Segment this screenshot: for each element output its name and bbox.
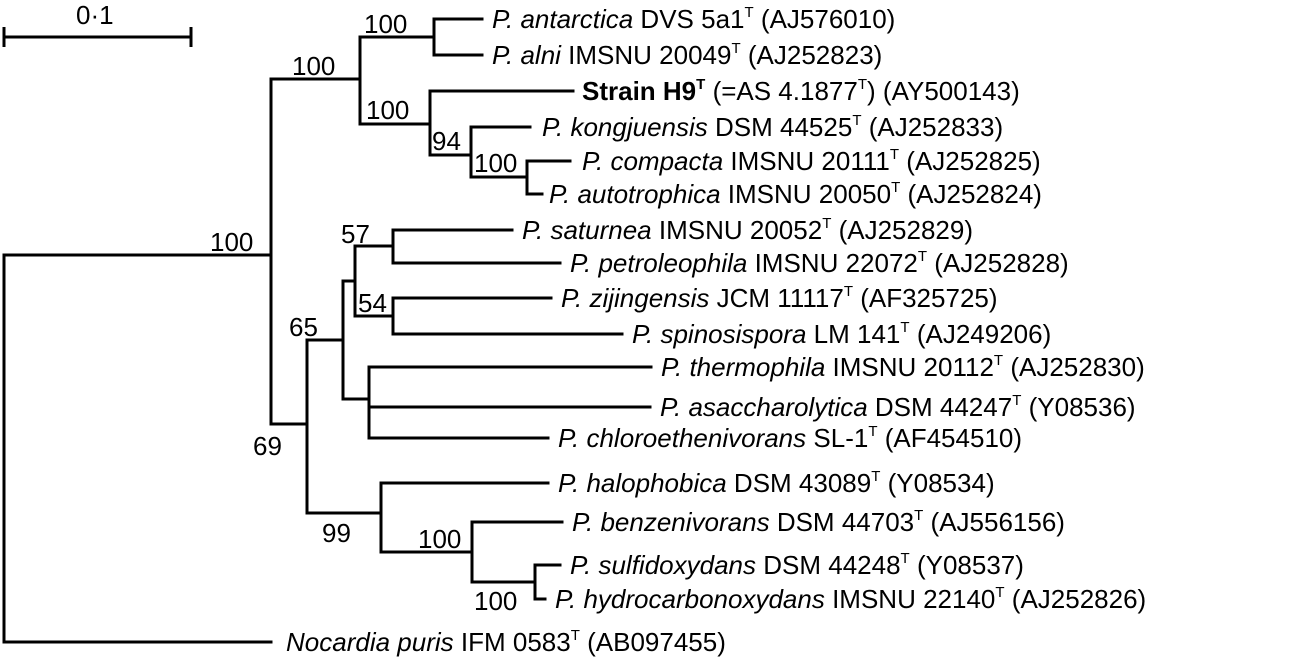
bootstrap-value: 100: [366, 95, 409, 125]
scale-bar: 0·1: [2, 0, 193, 47]
taxon-label-benzenivorans: P. benzenivorans DSM 44703T (AJ556156): [572, 507, 1065, 537]
bootstrap-value: 69: [253, 431, 282, 461]
bootstrap-values: 100 100 100 94 100 57 100 54 65 69 99 10…: [210, 9, 517, 616]
bootstrap-value: 100: [474, 148, 517, 178]
bootstrap-value: 94: [432, 126, 461, 156]
bootstrap-value: 100: [364, 9, 407, 39]
taxon-label-nocardia-puris: Nocardia puris IFM 0583T (AB097455): [286, 627, 726, 657]
taxon-label-petroleophila: P. petroleophila IMSNU 22072T (AJ252828): [570, 248, 1069, 278]
bootstrap-value: 57: [341, 219, 370, 249]
bootstrap-value: 100: [210, 227, 253, 257]
bootstrap-value: 99: [322, 518, 351, 548]
taxon-label-asaccharolytica: P. asaccharolytica DSM 44247T (Y08536): [660, 392, 1136, 422]
bootstrap-value: 54: [358, 288, 387, 318]
taxon-label-chloroethenivorans: P. chloroethenivorans SL-1T (AF454510): [558, 423, 1022, 453]
taxon-label-halophobica: P. halophobica DSM 43089T (Y08534): [558, 468, 995, 498]
taxon-label-saturnea: P. saturnea IMSNU 20052T (AJ252829): [522, 215, 973, 245]
taxon-label-thermophila: P. thermophila IMSNU 20112T (AJ252830): [661, 352, 1145, 382]
taxon-label-antarctica: P. antarctica DVS 5a1T (AJ576010): [492, 4, 895, 34]
scale-bar-label: 0·1: [76, 0, 114, 30]
bootstrap-value: 100: [418, 524, 461, 554]
taxon-label-alni: P. alni IMSNU 20049T (AJ252823): [492, 40, 882, 70]
tree-branches: [2, 17, 653, 644]
taxon-labels: P. antarctica DVS 5a1T (AJ576010) P. aln…: [286, 4, 1146, 657]
taxon-label-hydrocarbonoxydans: P. hydrocarbonoxydans IMSNU 22140T (AJ25…: [555, 584, 1146, 614]
taxon-label-spinosispora: P. spinosispora LM 141T (AJ249206): [632, 319, 1051, 349]
taxon-label-zijingensis: P. zijingensis JCM 11117T (AF325725): [561, 283, 998, 313]
taxon-label-sulfidoxydans: P. sulfidoxydans DSM 44248T (Y08537): [570, 550, 1024, 580]
bootstrap-value: 100: [474, 586, 517, 616]
bootstrap-value: 100: [292, 51, 335, 81]
taxon-label-autotrophica: P. autotrophica IMSNU 20050T (AJ252824): [549, 179, 1042, 209]
taxon-label-kongjuensis: P. kongjuensis DSM 44525T (AJ252833): [542, 112, 1003, 142]
bootstrap-value: 65: [289, 312, 318, 342]
taxon-label-compacta: P. compacta IMSNU 20111T (AJ252825): [582, 146, 1041, 176]
taxon-label-strain-h9: Strain H9T (=AS 4.1877T) (AY500143): [582, 76, 1020, 106]
